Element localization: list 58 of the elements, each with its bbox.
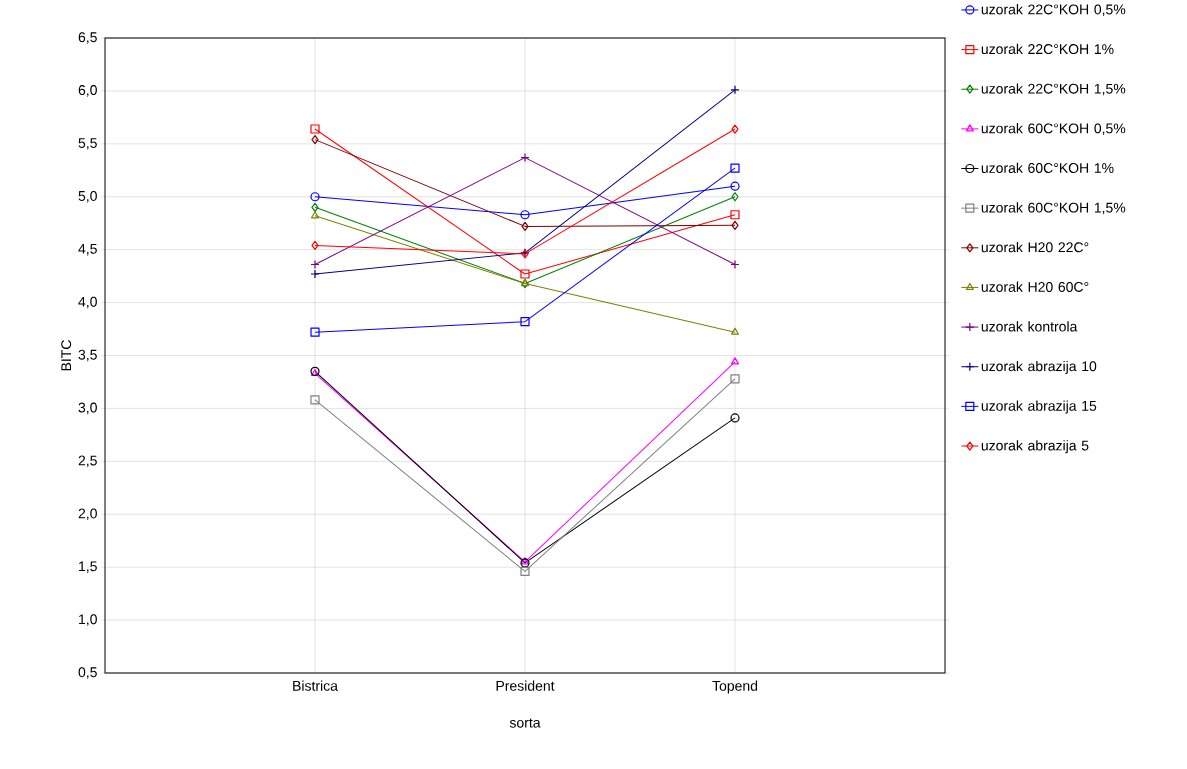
point xyxy=(730,181,740,191)
point xyxy=(730,374,740,384)
point xyxy=(731,192,739,202)
legend-label: uzorak 22C°KOH 1% xyxy=(981,43,1114,55)
y-tick-label: 3,0 xyxy=(78,402,97,415)
point xyxy=(311,240,319,251)
y-tick-label: 5,5 xyxy=(78,138,97,150)
legend-label: uzorak 60C°KOH 1% xyxy=(981,162,1114,173)
y-tick-label: 2,0 xyxy=(78,508,97,521)
point xyxy=(310,192,320,202)
point xyxy=(310,327,320,337)
y-tick-label: 1,0 xyxy=(79,614,97,626)
point xyxy=(730,327,740,335)
point xyxy=(731,124,739,134)
point xyxy=(310,124,320,134)
point xyxy=(520,210,530,220)
point xyxy=(730,413,740,423)
y-tick-label: 4,5 xyxy=(78,243,97,256)
y-tick-label: 6,0 xyxy=(78,85,97,97)
point xyxy=(311,135,319,145)
x-tick-label: Topend xyxy=(712,680,758,694)
legend-label: uzorak 22C°KOH 1,5% xyxy=(981,83,1126,96)
x-axis-title: sorta xyxy=(509,718,541,728)
point xyxy=(730,163,740,173)
point xyxy=(730,259,740,270)
legend-label: uzorak H20 22C° xyxy=(981,241,1089,253)
point xyxy=(520,317,530,327)
point xyxy=(310,211,320,219)
point xyxy=(310,259,320,270)
legend-label: uzorak 22C°KOH 0,5% xyxy=(981,4,1126,17)
y-axis-title: BITC xyxy=(61,340,72,371)
legend-label: uzorak abrazija 10 xyxy=(981,360,1097,374)
point xyxy=(310,395,320,405)
y-tick-label: 1,5 xyxy=(79,561,97,573)
point xyxy=(520,269,530,279)
y-tick-label: 6,5 xyxy=(78,32,97,44)
x-tick-label: Bistrica xyxy=(293,680,338,691)
legend-label: uzorak 60C°KOH 1,5% xyxy=(981,202,1126,215)
legend-label: uzorak kontrola xyxy=(981,321,1078,332)
legend-label: uzorak 60C°KOH 0,5% xyxy=(981,123,1126,135)
y-tick-label: 4,0 xyxy=(78,296,97,309)
y-tick-label: 5,0 xyxy=(78,190,97,203)
point xyxy=(730,210,740,220)
point xyxy=(520,152,530,163)
y-tick-label: 3,5 xyxy=(78,349,97,362)
point xyxy=(730,357,740,365)
point xyxy=(731,220,739,230)
legend-label: uzorak abrazija 15 xyxy=(981,400,1097,414)
y-tick-label: 0,5 xyxy=(78,667,97,679)
legend-label: uzorak H20 60C° xyxy=(981,281,1089,292)
point xyxy=(521,221,529,231)
legend-label: uzorak abrazija 5 xyxy=(981,440,1089,454)
y-tick-label: 2,5 xyxy=(78,455,97,468)
point xyxy=(311,202,319,212)
point xyxy=(730,85,740,95)
point xyxy=(520,566,530,576)
point xyxy=(310,269,320,279)
x-tick-label: President xyxy=(496,680,555,691)
